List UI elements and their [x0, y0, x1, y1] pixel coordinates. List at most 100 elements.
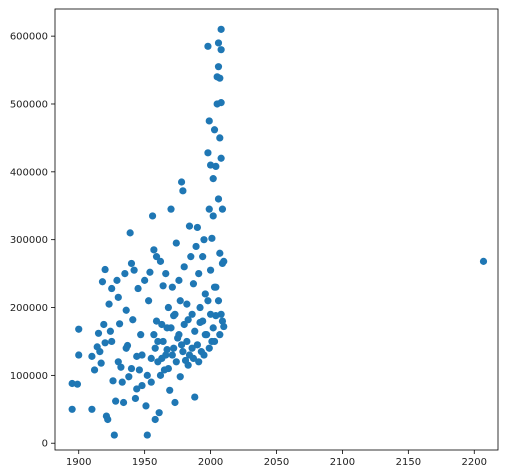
data-point [191, 393, 199, 401]
data-point [96, 348, 104, 356]
data-point [158, 354, 166, 363]
data-point [201, 331, 209, 339]
data-point [75, 325, 83, 333]
data-point [122, 306, 130, 314]
data-point [183, 300, 191, 308]
data-point [109, 377, 117, 385]
data-point [97, 359, 105, 367]
x-tick-label: 2150 [396, 457, 421, 468]
data-point [172, 358, 180, 366]
data-point [210, 126, 219, 134]
data-point [189, 354, 198, 363]
y-tick-label: 300000 [10, 235, 48, 246]
data-point [162, 270, 170, 278]
data-point [196, 303, 204, 312]
data-point [117, 363, 125, 371]
y-tick-label: 600000 [10, 32, 48, 43]
data-point [125, 373, 133, 381]
data-point [127, 259, 136, 268]
data-point [112, 397, 120, 405]
data-point [88, 352, 96, 360]
data-point [175, 276, 183, 284]
data-point [110, 431, 118, 439]
data-point [189, 280, 198, 288]
data-point [143, 371, 151, 379]
data-point [206, 266, 215, 274]
data-point [101, 265, 109, 274]
data-point [146, 268, 154, 276]
data-point [218, 205, 227, 213]
data-point [205, 205, 213, 213]
data-point [126, 229, 134, 237]
data-point [193, 341, 201, 349]
data-point [105, 300, 113, 308]
data-point [218, 317, 227, 325]
data-point [214, 39, 223, 47]
data-point [185, 222, 194, 230]
data-point [88, 405, 96, 413]
data-point [114, 358, 122, 366]
y-tick-label: 200000 [10, 303, 48, 314]
data-point [177, 178, 186, 186]
data-point [201, 290, 209, 298]
data-point [164, 303, 172, 312]
data-point [216, 331, 224, 339]
data-point [179, 348, 187, 356]
data-point [183, 337, 191, 346]
data-point [171, 398, 179, 407]
data-point [90, 366, 99, 374]
data-point [217, 310, 225, 318]
data-point [212, 162, 220, 170]
x-axis: 1900 1950 2000 2050 2100 2150 2200 [66, 450, 487, 468]
data-point [73, 380, 82, 388]
data-point [130, 266, 138, 274]
data-point [479, 257, 488, 265]
data-point [137, 331, 145, 339]
data-point [129, 316, 137, 324]
data-point [212, 283, 220, 291]
data-point [170, 344, 178, 352]
data-point [159, 337, 167, 346]
data-point [168, 351, 176, 359]
data-point [158, 320, 166, 329]
data-point [204, 297, 212, 305]
data-point [187, 253, 195, 261]
data-point [188, 344, 196, 352]
data-point [163, 324, 171, 332]
data-point [192, 242, 200, 251]
data-point [216, 134, 224, 142]
data-point [200, 351, 208, 359]
data-point [118, 378, 126, 386]
data-point [180, 320, 188, 329]
x-tick-label: 2100 [330, 457, 355, 468]
y-tick-label: 100000 [10, 371, 48, 382]
y-tick-label: 500000 [10, 99, 48, 110]
x-tick-label: 1950 [132, 457, 157, 468]
data-point [134, 284, 142, 293]
data-point [113, 276, 121, 284]
data-point [209, 324, 217, 332]
data-point [184, 316, 192, 324]
data-point [209, 175, 217, 183]
data-point [214, 63, 223, 71]
data-point [208, 234, 216, 242]
data-point [156, 257, 165, 265]
data-point [168, 283, 176, 291]
data-point [133, 385, 141, 393]
x-tick-label: 2000 [198, 457, 223, 468]
data-point [127, 364, 136, 373]
y-tick-label: 0 [42, 439, 48, 450]
data-point [180, 263, 188, 271]
data-point [216, 74, 224, 82]
data-point [101, 339, 109, 347]
data-point [131, 394, 140, 403]
data-point [135, 366, 143, 374]
data-point [200, 236, 208, 244]
data-point [199, 317, 207, 325]
data-point [100, 320, 108, 329]
data-point [166, 386, 174, 394]
data-point [143, 431, 151, 439]
x-tick-label: 1900 [66, 457, 91, 468]
data-point [106, 327, 114, 335]
